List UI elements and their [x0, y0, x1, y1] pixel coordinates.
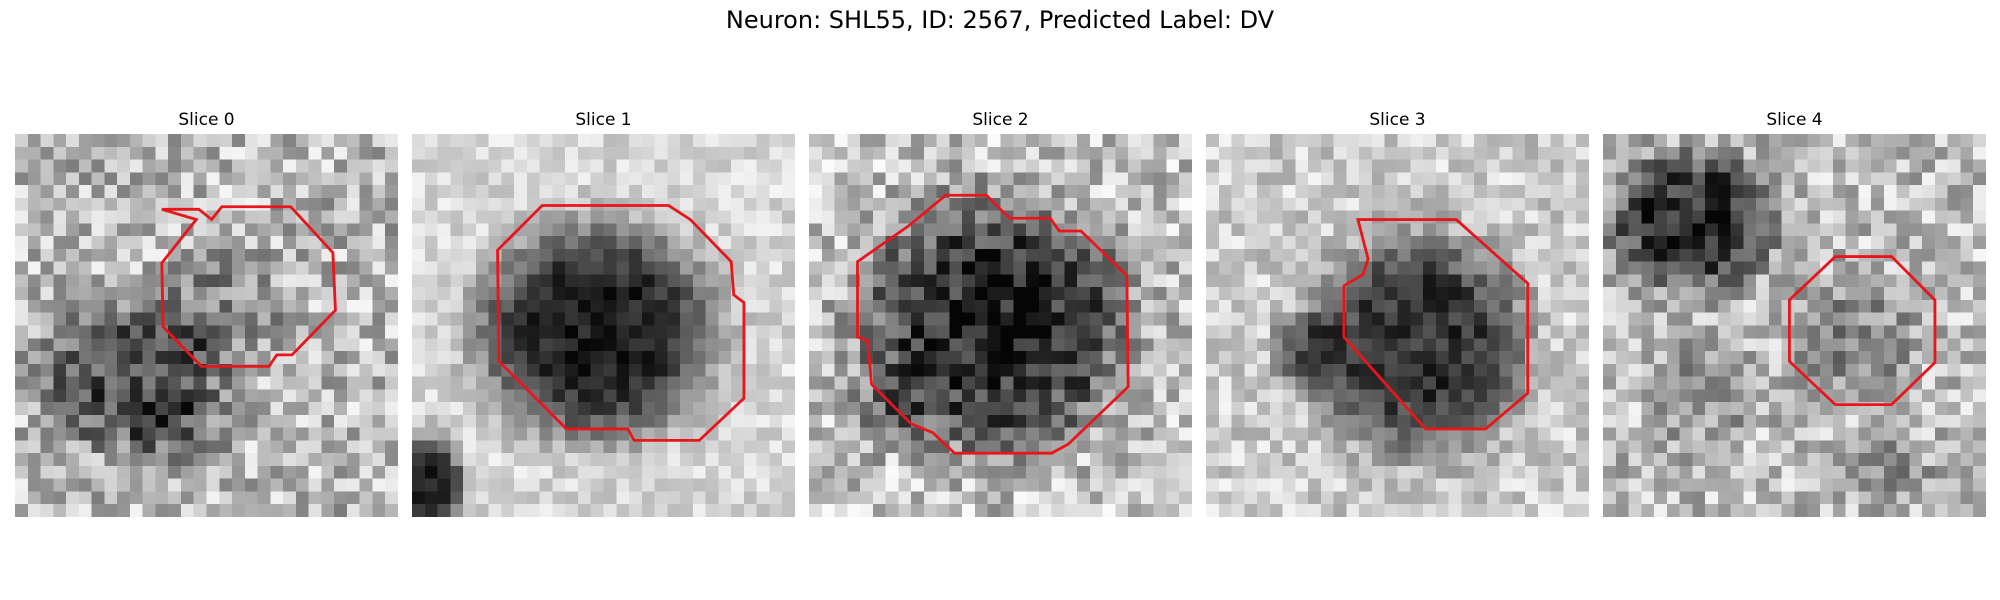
pixel-grid	[1603, 134, 1986, 517]
slice-image	[412, 134, 795, 517]
slice-panel: Slice 3	[1206, 108, 1589, 132]
slice-panel: Slice 2	[809, 108, 1192, 132]
slice-image	[1603, 134, 1986, 517]
slice-image	[1206, 134, 1589, 517]
pixel-grid	[809, 134, 1192, 517]
slice-image	[809, 134, 1192, 517]
pixel-grid	[15, 134, 398, 517]
slice-panel: Slice 1	[412, 108, 795, 132]
slice-image	[15, 134, 398, 517]
slice-panel: Slice 4	[1603, 108, 1986, 132]
slice-title: Slice 4	[1603, 108, 1986, 132]
slice-title: Slice 2	[809, 108, 1192, 132]
slice-panel: Slice 0	[15, 108, 398, 132]
slice-title: Slice 1	[412, 108, 795, 132]
figure-title: Neuron: SHL55, ID: 2567, Predicted Label…	[0, 6, 2000, 34]
slice-title: Slice 3	[1206, 108, 1589, 132]
slice-title: Slice 0	[15, 108, 398, 132]
pixel-grid	[1206, 134, 1589, 517]
pixel-grid	[412, 134, 795, 517]
